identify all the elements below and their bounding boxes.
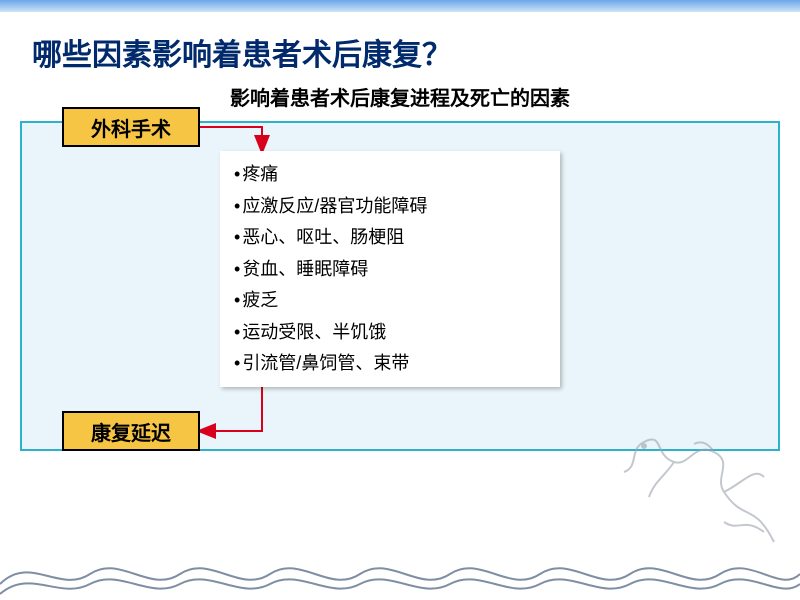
factor-item: 疲乏 (234, 285, 546, 317)
factor-item: 疼痛 (234, 159, 546, 191)
node-surgery: 外科手术 (62, 107, 200, 147)
factor-item: 引流管/鼻饲管、束带 (234, 348, 546, 380)
node-factors: 疼痛应激反应/器官功能障碍恶心、呕吐、肠梗阻贫血、睡眠障碍疲乏运动受限、半饥饿引… (220, 151, 560, 387)
node-surgery-label: 外科手术 (91, 113, 171, 142)
page-title: 哪些因素影响着患者术后康复？ (0, 12, 800, 82)
arrow-start-to-factors (200, 127, 262, 151)
factor-item: 贫血、睡眠障碍 (234, 254, 546, 286)
dragon-ornament-icon (594, 422, 794, 562)
node-recovery-delay: 康复延迟 (62, 411, 200, 451)
node-recovery-delay-label: 康复延迟 (91, 417, 171, 446)
factor-item: 应激反应/器官功能障碍 (234, 191, 546, 223)
factor-item: 运动受限、半饥饿 (234, 317, 546, 349)
wave-ornament-icon (0, 544, 800, 600)
window-topbar (0, 0, 800, 12)
factor-item: 恶心、呕吐、肠梗阻 (234, 222, 546, 254)
arrow-factors-to-end (200, 387, 262, 431)
factors-list: 疼痛应激反应/器官功能障碍恶心、呕吐、肠梗阻贫血、睡眠障碍疲乏运动受限、半饥饿引… (234, 159, 546, 380)
diagram-frame: 外科手术 疼痛应激反应/器官功能障碍恶心、呕吐、肠梗阻贫血、睡眠障碍疲乏运动受限… (20, 121, 780, 451)
